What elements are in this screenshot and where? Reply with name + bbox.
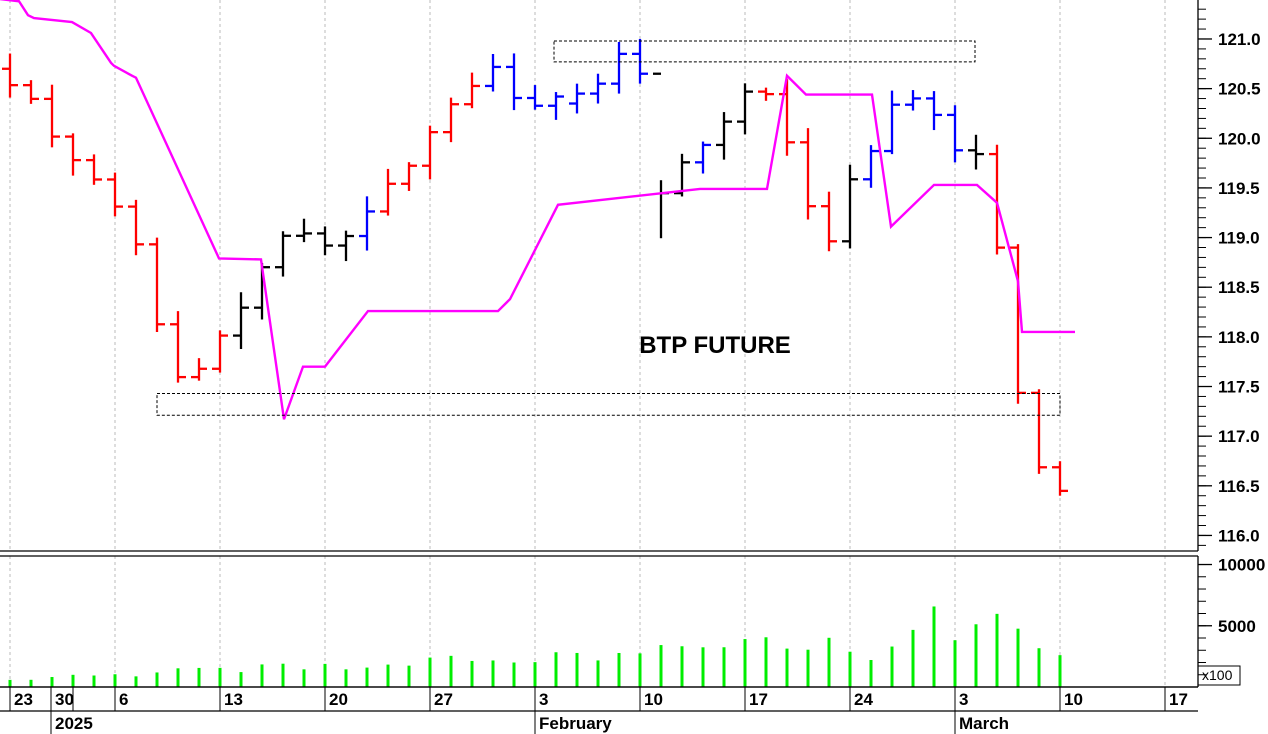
svg-text:February: February: [539, 714, 612, 733]
svg-text:17: 17: [1169, 690, 1188, 709]
svg-text:BTP FUTURE: BTP FUTURE: [639, 332, 791, 359]
svg-text:119.0: 119.0: [1218, 229, 1260, 248]
svg-text:5000: 5000: [1218, 617, 1256, 636]
svg-text:119.5: 119.5: [1218, 179, 1260, 198]
svg-text:3: 3: [539, 690, 548, 709]
svg-text:23: 23: [14, 690, 33, 709]
svg-text:2025: 2025: [55, 714, 93, 733]
svg-text:116.0: 116.0: [1218, 526, 1260, 545]
svg-text:116.5: 116.5: [1218, 477, 1260, 496]
svg-text:120.5: 120.5: [1218, 80, 1261, 99]
svg-text:117.0: 117.0: [1218, 427, 1260, 446]
svg-text:March: March: [959, 714, 1009, 733]
svg-text:10000: 10000: [1218, 556, 1265, 575]
svg-text:10: 10: [1064, 690, 1083, 709]
svg-text:20: 20: [329, 690, 348, 709]
svg-text:118.0: 118.0: [1218, 328, 1260, 347]
svg-text:117.5: 117.5: [1218, 378, 1260, 397]
svg-text:120.0: 120.0: [1218, 129, 1261, 148]
svg-text:30: 30: [55, 690, 74, 709]
svg-text:10: 10: [644, 690, 663, 709]
svg-text:13: 13: [224, 690, 243, 709]
svg-text:24: 24: [854, 690, 873, 709]
svg-text:17: 17: [749, 690, 768, 709]
svg-text:118.5: 118.5: [1218, 278, 1260, 297]
svg-text:6: 6: [119, 690, 128, 709]
svg-text:3: 3: [959, 690, 968, 709]
svg-text:121.0: 121.0: [1218, 30, 1261, 49]
svg-text:x100: x100: [1202, 667, 1233, 683]
svg-text:27: 27: [434, 690, 453, 709]
